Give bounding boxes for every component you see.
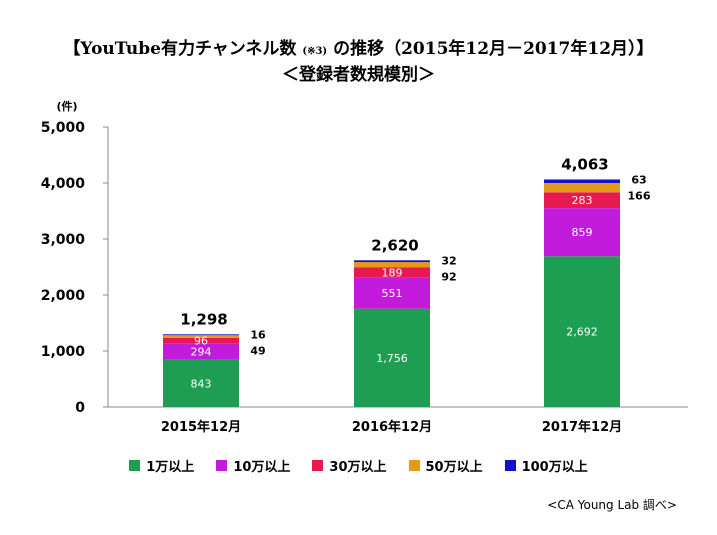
legend-item: 50万以上 [408, 456, 483, 475]
bar-segment-1 [354, 308, 430, 407]
chart-title-main: 【YouTube有力チャンネル数 [63, 39, 297, 59]
legend-label: 30万以上 [329, 460, 387, 475]
data-label-series-4: 166 [628, 189, 651, 202]
x-category-label: 2016年12月 [352, 419, 432, 435]
legend-swatch [504, 460, 516, 471]
y-tick-label: 2,000 [41, 288, 86, 304]
legend-swatch [408, 460, 420, 471]
bar-total-label: 1,298 [180, 310, 227, 328]
data-label-series-2: 551 [382, 287, 403, 300]
legend-item: 100万以上 [504, 456, 588, 475]
bar-segment-5 [544, 179, 620, 183]
data-label-series-5: 16 [250, 328, 266, 341]
data-label-series-3: 96 [194, 335, 208, 348]
bar-segment-1 [544, 256, 620, 407]
data-label-series-1: 2,692 [566, 326, 598, 339]
chart-title-note: (※3) [302, 46, 328, 57]
data-label-series-5: 32 [441, 254, 456, 267]
data-label-series-4: 92 [441, 270, 456, 283]
bar-total-label: 4,063 [561, 155, 608, 173]
data-label-series-4: 49 [250, 344, 265, 357]
legend-swatch [216, 460, 228, 471]
y-tick-label: 4,000 [41, 176, 86, 192]
y-axis-unit-label: (件) [56, 99, 77, 113]
chart-title: 【YouTube有力チャンネル数 (※3) の推移（2015年12月－2017年… [0, 34, 717, 59]
bar-segment-2 [163, 343, 239, 360]
legend-label: 50万以上 [425, 460, 483, 475]
legend-swatch [312, 460, 324, 471]
bar-segment-4 [163, 335, 239, 338]
data-label-series-2: 859 [572, 226, 593, 239]
data-label-series-1: 1,756 [376, 352, 408, 365]
bar-total-label: 2,620 [371, 236, 418, 254]
y-tick-label: 3,000 [41, 232, 86, 248]
chart-legend: 1万以上 10万以上 30万以上 50万以上 100万以上 [0, 456, 717, 475]
bar-segment-1 [163, 359, 239, 407]
x-category-label: 2017年12月 [542, 419, 622, 435]
bar-segment-2 [354, 277, 430, 309]
data-label-series-3: 189 [382, 267, 403, 280]
bar-segment-3 [354, 267, 430, 278]
bar-segment-4 [544, 183, 620, 193]
legend-item: 1万以上 [129, 456, 194, 475]
bar-segment-5 [354, 260, 430, 263]
y-tick-label: 1,000 [41, 344, 86, 360]
bar-segment-4 [354, 262, 430, 268]
data-label-series-2: 294 [191, 346, 212, 359]
legend-label: 100万以上 [521, 460, 588, 475]
legend-item: 30万以上 [312, 456, 387, 475]
legend-item: 10万以上 [216, 456, 290, 475]
legend-label: 10万以上 [233, 460, 291, 475]
legend-swatch [129, 460, 141, 471]
x-category-label: 2015年12月 [161, 419, 241, 435]
data-label-series-3: 283 [572, 194, 593, 207]
legend-label: 1万以上 [146, 460, 195, 475]
bar-segment-5 [163, 334, 239, 336]
y-tick-label: 0 [75, 400, 85, 416]
data-label-series-5: 63 [631, 173, 646, 186]
y-tick-label: 5,000 [41, 120, 86, 136]
bar-segment-3 [163, 337, 239, 344]
bar-segment-3 [544, 192, 620, 209]
chart-title-main-after: の推移（2015年12月－2017年12月）】 [333, 39, 654, 59]
source-note: <CA Young Lab 調べ> [547, 498, 677, 512]
bar-segment-2 [544, 208, 620, 257]
chart-subtitle: ＜登録者数規模別＞ [282, 65, 435, 85]
data-label-series-1: 843 [191, 377, 212, 390]
